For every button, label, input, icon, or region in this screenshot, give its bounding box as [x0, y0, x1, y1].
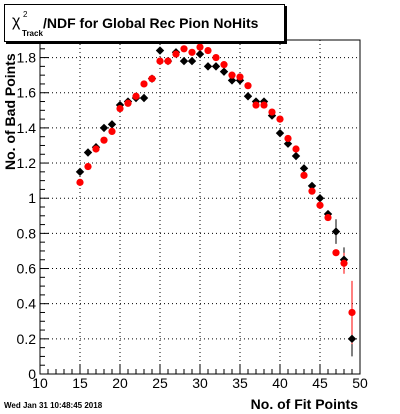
timestamp: Wed Jan 31 10:48:45 2018 — [4, 401, 103, 410]
data-point-black — [211, 62, 221, 71]
plot-frame — [39, 39, 361, 375]
data-point-red — [220, 61, 228, 69]
data-point-black — [99, 123, 109, 133]
data-point-black — [227, 76, 237, 85]
data-point-red — [268, 108, 276, 116]
data-point-red — [84, 162, 92, 171]
data-point-red — [180, 45, 188, 53]
data-point-red — [316, 201, 324, 209]
data-point-black — [307, 181, 317, 191]
data-point-red — [252, 101, 260, 109]
data-point-red — [92, 145, 100, 153]
x-tick-label: 40 — [272, 375, 288, 391]
y-tick-label: 1.2 — [17, 155, 37, 171]
data-point-red — [228, 71, 236, 79]
data-point-black — [283, 139, 293, 148]
x-tick-label: 20 — [112, 375, 128, 391]
title-box: χ 2 Track /NDF for Global Rec Pion NoHit… — [4, 4, 285, 42]
data-point-black — [75, 167, 85, 177]
y-tick-label: 0.2 — [17, 331, 37, 347]
data-point-black — [331, 227, 341, 236]
data-point-red — [100, 136, 108, 144]
axis-ticks — [39, 39, 361, 375]
data-point-black — [315, 194, 325, 203]
data-point-red — [196, 43, 204, 51]
data-point-black — [243, 92, 253, 101]
data-point-red — [108, 127, 116, 136]
data-point-red — [292, 145, 300, 153]
data-point-black — [155, 46, 165, 55]
x-tick-label: 30 — [192, 375, 208, 391]
data-point-black — [179, 56, 189, 66]
y-axis-label: No. of Bad Points — [2, 53, 18, 170]
data-point-red — [116, 104, 124, 113]
tick-labels: 10 15 20 25 30 35 40 45 50 0 0.2 0.4 0.6 0.8 1 1.2 1.4 1.… — [17, 50, 368, 391]
x-tick-label: 45 — [312, 375, 328, 391]
data-points — [75, 43, 357, 357]
y-tick-label: 1.4 — [17, 120, 37, 136]
data-point-black — [187, 56, 197, 66]
data-point-black — [299, 164, 309, 173]
data-point-black — [219, 67, 229, 76]
title-subscript: Track — [22, 29, 43, 38]
data-point-red — [132, 92, 140, 100]
y-tick-label: 0 — [28, 366, 36, 382]
data-point-red — [284, 134, 292, 143]
data-point-black — [203, 62, 213, 71]
chart-title: /NDF for Global Rec Pion NoHits — [43, 15, 259, 31]
data-point-red — [236, 73, 244, 81]
data-point-red — [276, 115, 284, 123]
data-point-red — [124, 99, 132, 107]
data-point-red — [164, 57, 172, 65]
x-tick-label: 50 — [352, 375, 368, 391]
x-axis-label: No. of Fit Points — [250, 396, 358, 412]
y-tick-label: 1.6 — [17, 85, 37, 101]
data-point-red — [324, 213, 332, 222]
data-point-red — [172, 50, 180, 58]
data-point-red — [148, 75, 156, 83]
data-point-black — [291, 151, 301, 161]
data-point-red — [204, 46, 212, 55]
data-point-red — [244, 82, 252, 90]
data-point-black — [195, 49, 205, 59]
data-point-red — [188, 48, 196, 56]
x-tick-label: 25 — [152, 375, 168, 391]
data-point-red — [308, 187, 316, 195]
x-tick-label: 35 — [232, 375, 248, 391]
data-point-red — [260, 101, 268, 109]
title-superscript: 2 — [23, 10, 28, 19]
data-point-red — [140, 80, 148, 88]
data-point-black — [139, 93, 149, 103]
data-point-black — [275, 128, 285, 138]
y-tick-label: 0.4 — [17, 296, 37, 312]
data-point-red — [76, 178, 84, 186]
data-point-red — [332, 249, 340, 257]
data-point-red — [348, 308, 356, 317]
y-tick-label: 0.6 — [17, 261, 37, 277]
x-tick-label: 10 — [32, 375, 48, 391]
data-point-black — [347, 334, 357, 344]
data-point-red — [340, 259, 348, 267]
data-point-black — [107, 120, 117, 129]
y-tick-label: 1.8 — [17, 50, 37, 66]
y-tick-label: 0.8 — [17, 225, 37, 241]
y-tick-label: 1 — [28, 190, 36, 206]
data-point-red — [156, 57, 164, 65]
x-tick-label: 15 — [72, 375, 88, 391]
data-point-black — [83, 148, 93, 157]
data-point-red — [212, 53, 220, 62]
title-symbol: χ — [12, 13, 21, 30]
data-point-red — [300, 171, 308, 179]
